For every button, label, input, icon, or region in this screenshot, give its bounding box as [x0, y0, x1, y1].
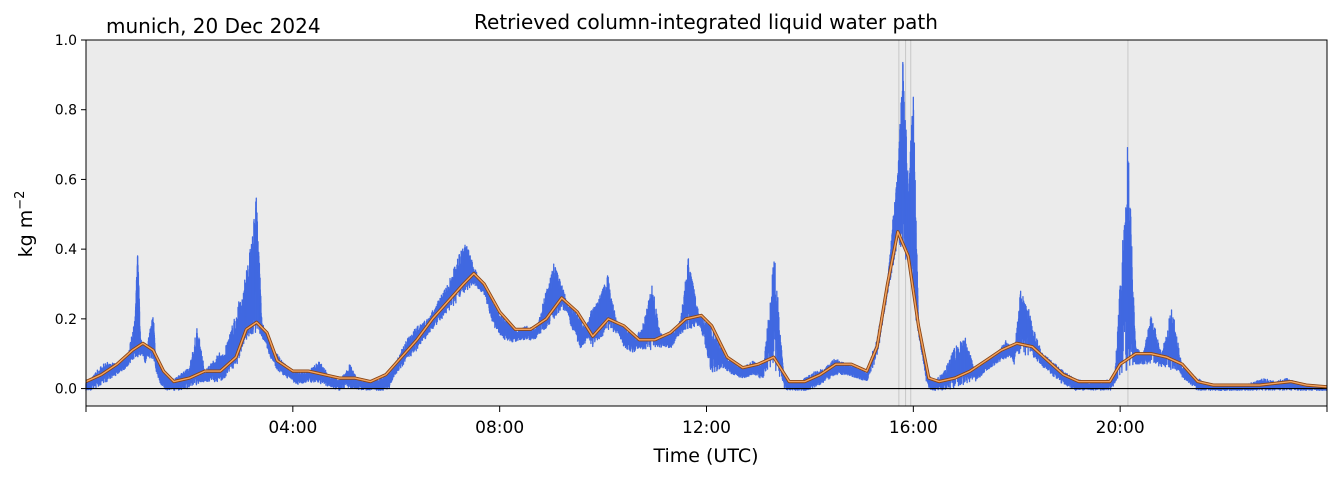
y-tick-label: 0.2	[55, 312, 77, 328]
x-tick-label: 20:00	[1096, 418, 1145, 438]
x-tick-label: 12:00	[682, 418, 731, 438]
y-tick-label: 0.8	[55, 103, 77, 119]
y-axis-label-base: kg m	[15, 210, 37, 258]
x-tick-label: 16:00	[889, 418, 938, 438]
y-axis-label-exponent: −2	[13, 191, 28, 210]
y-tick-label: 0.4	[55, 242, 77, 258]
x-axis-label: Time (UTC)	[652, 445, 758, 467]
chart-subtitle: munich, 20 Dec 2024	[106, 14, 321, 38]
x-tick-label: 08:00	[475, 418, 524, 438]
x-tick-label: 04:00	[268, 418, 317, 438]
chart-title: Retrieved column-integrated liquid water…	[474, 10, 938, 34]
smoothed-line	[85, 231, 1328, 388]
y-tick-label: 0.0	[55, 382, 77, 398]
x-axis: 04:00 08:00 12:00 16:00 20:00	[85, 406, 1328, 438]
y-tick-label: 0.6	[55, 172, 77, 188]
y-tick-label: 1.0	[55, 33, 77, 49]
y-axis: 0.0 0.2 0.4 0.6 0.8 1.0	[55, 33, 86, 398]
y-axis-label: kg m−2	[13, 191, 37, 258]
